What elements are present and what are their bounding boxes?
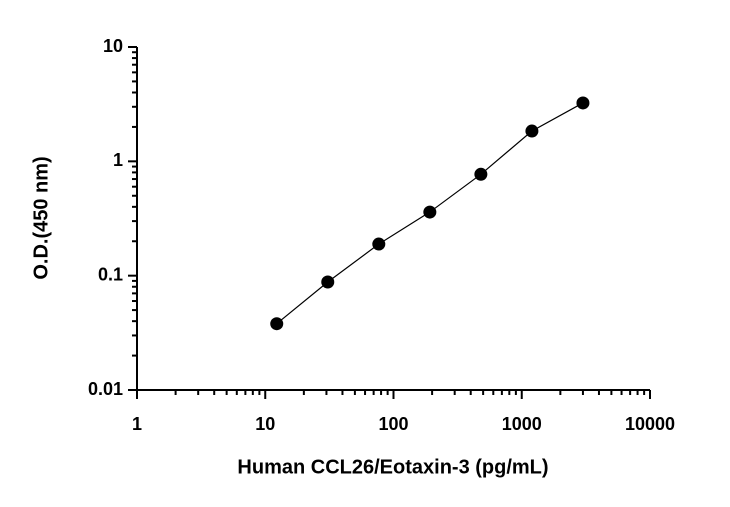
x-tick-label: 10000	[625, 414, 675, 434]
x-tick-label: 100	[378, 414, 408, 434]
data-point	[474, 167, 488, 181]
y-tick-label: 0.01	[88, 379, 123, 399]
data-point	[423, 205, 437, 219]
data-point	[525, 124, 539, 138]
data-point	[321, 275, 335, 289]
x-axis-title: Human CCL26/Eotaxin-3 (pg/mL)	[237, 456, 548, 478]
y-tick-label: 0.1	[98, 264, 123, 284]
y-axis-title: O.D.(450 nm)	[30, 156, 52, 279]
data-point	[576, 96, 590, 110]
x-tick-label: 1	[132, 414, 142, 434]
data-point	[270, 317, 284, 331]
y-tick-label: 10	[103, 36, 123, 56]
data-point	[372, 237, 386, 251]
y-tick-label: 1	[113, 150, 123, 170]
x-tick-label: 10	[255, 414, 275, 434]
x-tick-label: 1000	[502, 414, 542, 434]
